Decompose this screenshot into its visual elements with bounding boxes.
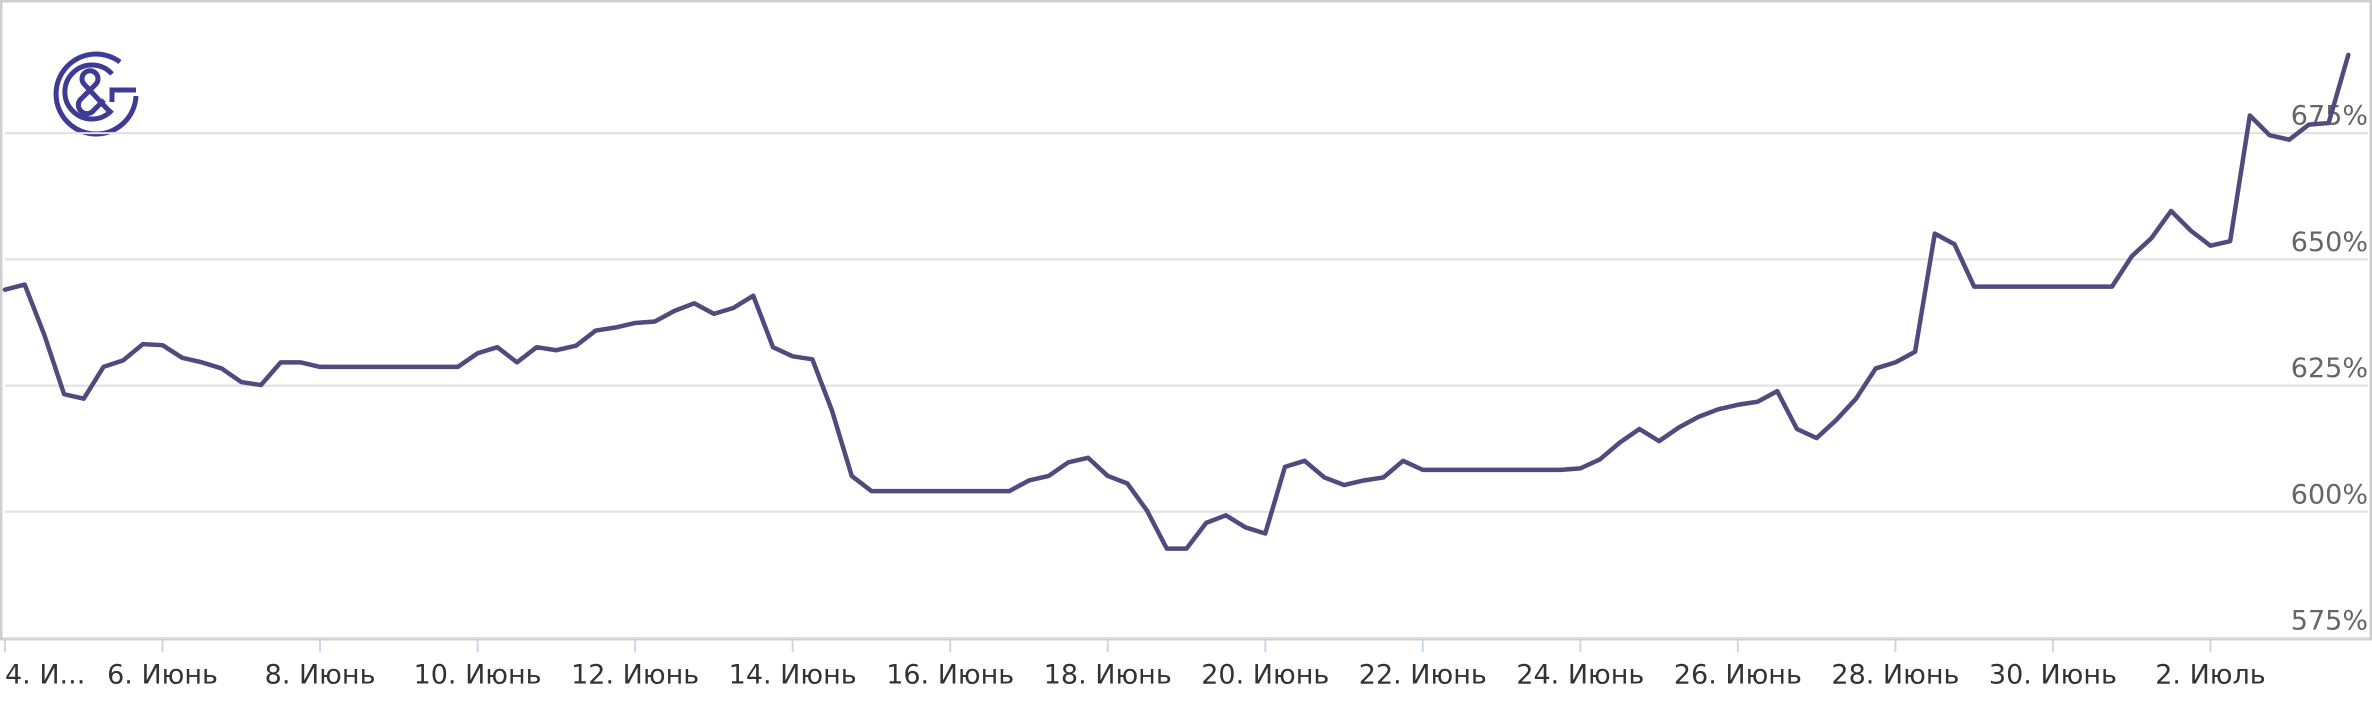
- x-tick-label: 20. Июнь: [1201, 660, 1329, 691]
- logo-outer-arc: [53, 51, 139, 137]
- x-tick-label: 22. Июнь: [1359, 660, 1487, 691]
- x-tick-label: 6. Июнь: [107, 660, 218, 691]
- data-line: [2, 52, 2351, 551]
- logo-inner-arc: [62, 62, 114, 122]
- y-tick-label: 600%: [2291, 479, 2368, 510]
- x-tick-label: 12. Июнь: [571, 660, 699, 691]
- x-tick-label: 18. Июнь: [1044, 660, 1172, 691]
- x-tick-label: 26. Июнь: [1674, 660, 1802, 691]
- x-tick-label: 10. Июнь: [414, 660, 542, 691]
- x-tick-label: 24. Июнь: [1516, 660, 1644, 691]
- x-tick-label: 16. Июнь: [886, 660, 1014, 691]
- y-tick-label: 650%: [2291, 227, 2368, 258]
- x-tick-label: 2. Июль: [2155, 660, 2265, 691]
- logo: [53, 51, 139, 137]
- x-tick-label: 8. Июнь: [265, 660, 376, 691]
- logo-ampersand: [75, 68, 112, 117]
- y-tick-label: 625%: [2291, 353, 2368, 384]
- chart-frame: [0, 0, 2372, 641]
- x-tick-label: 30. Июнь: [1989, 660, 2117, 691]
- x-tick-label: 4. И...: [5, 660, 85, 691]
- x-tick-label: 28. Июнь: [1831, 660, 1959, 691]
- y-tick-label: 575%: [2291, 606, 2368, 637]
- x-tick-label: 14. Июнь: [729, 660, 857, 691]
- logo-bar: [109, 87, 136, 102]
